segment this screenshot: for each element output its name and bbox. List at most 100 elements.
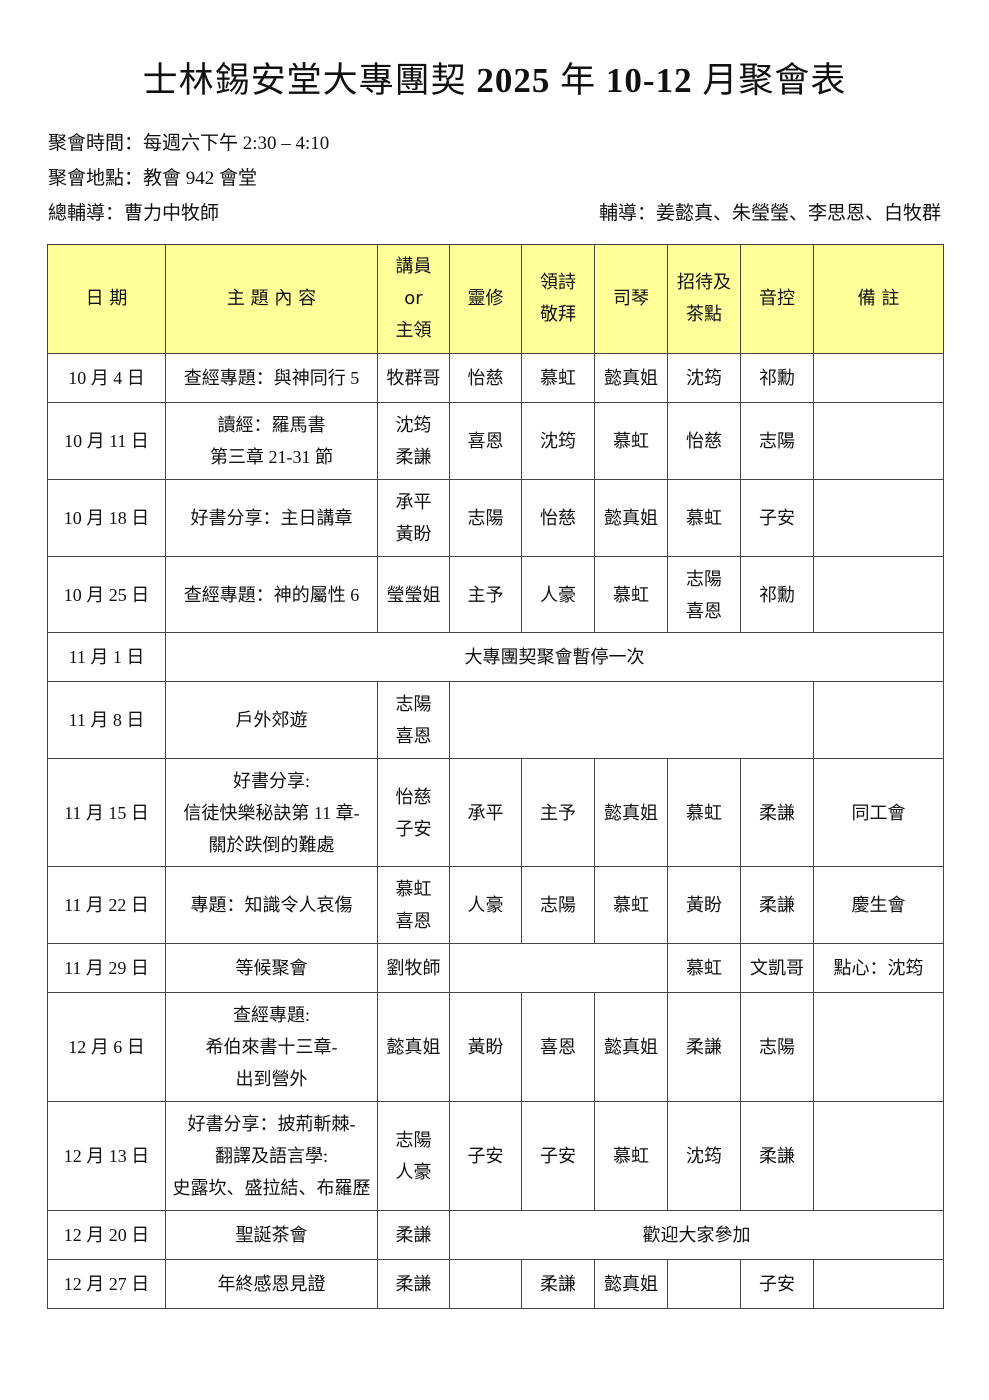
date-cell: 12 月 20 日 [47, 1210, 166, 1260]
table-cell: 志陽 [740, 992, 814, 1102]
topic-cell: 好書分享: 信徒快樂秘訣第 11 章- 關於跌倒的難處 [165, 758, 378, 867]
date-cell: 11 月 29 日 [47, 943, 166, 993]
schedule-table: 日 期主 題 內 容講員 or 主領 靈修 領詩 敬拜 司琴 招待及 茶點 音控備 註 10… [47, 244, 944, 1309]
table-cell: 懿真姐 [594, 1259, 668, 1309]
column-header: 音控 [740, 244, 814, 354]
table-cell: 柔謙 [667, 992, 741, 1102]
topic-cell: 查經專題：神的屬性 6 [165, 556, 378, 633]
date-cell: 12 月 6 日 [47, 992, 166, 1102]
column-header: 靈修 [449, 244, 522, 354]
table-cell: 沈筠 [521, 402, 595, 480]
table-cell: 沈筠 [667, 353, 741, 403]
table-row: 11 月 1 日大專團契聚會暫停一次 [47, 632, 944, 682]
meeting-place: 聚會地點：教會 942 會堂 [48, 168, 258, 189]
table-cell: 喜恩 [449, 402, 522, 480]
table-cell: 慕虹 [667, 758, 741, 867]
table-cell [667, 1259, 741, 1309]
column-header: 講員 or 主領 [377, 244, 450, 354]
table-cell: 柔謙 [377, 1259, 450, 1309]
table-cell [813, 1259, 944, 1309]
table-row: 10 月 18 日好書分享：主日講章 承平 黃盼 志陽 怡慈 懿真姐 慕虹 子安 [47, 479, 944, 557]
page-title: 士林錫安堂大專團契 2025 年 10-12 月聚會表 [0, 52, 989, 103]
table-cell: 志陽 [521, 866, 595, 944]
topic-cell: 等候聚會 [165, 943, 378, 993]
table-row: 11 月 29 日等候聚會 劉牧師 慕虹 文凱哥 點心：沈筠 [47, 943, 944, 993]
table-row: 10 月 25 日查經專題：神的屬性 6 瑩瑩姐 主予 人豪 慕虹 志陽 喜恩 祁勳 [47, 556, 944, 633]
table-cell: 志陽 喜恩 [667, 556, 741, 633]
table-cell: 懿真姐 [594, 992, 668, 1102]
general-advisor: 總輔導：曹力中牧師 [48, 203, 220, 224]
column-header: 主 題 內 容 [165, 244, 378, 354]
table-row: 12 月 13 日好書分享：披荊斬棘- 翻譯及語言學: 史露坎、盛拉結、布羅歷志… [47, 1101, 944, 1211]
table-cell: 黃盼 [667, 866, 741, 944]
meeting-time: 聚會時間：每週六下午 2:30 – 4:10 [48, 133, 330, 154]
column-header: 備 註 [813, 244, 944, 354]
table-cell: 慕虹 [594, 866, 668, 944]
table-cell: 柔謙 [740, 1101, 814, 1211]
table-cell [813, 681, 944, 759]
table-cell: 志陽 [449, 479, 522, 557]
table-cell: 志陽 [740, 402, 814, 480]
table-cell [449, 681, 814, 759]
table-cell: 子安 [740, 479, 814, 557]
table-cell: 點心：沈筠 [813, 943, 944, 993]
table-cell: 怡慈 [667, 402, 741, 480]
date-cell: 11 月 15 日 [47, 758, 166, 867]
table-row: 10 月 4 日查經專題：與神同行 5 牧群哥 怡慈 慕虹 懿真姐 沈筠 祁勳 [47, 353, 944, 403]
title-text: 月聚會表 [692, 61, 847, 100]
table-cell: 牧群哥 [377, 353, 450, 403]
table-cell: 文凱哥 [740, 943, 814, 993]
table-row: 12 月 20 日聖誕茶會 柔謙 歡迎大家參加 [47, 1210, 944, 1260]
topic-cell: 讀經：羅馬書 第三章 21-31 節 [165, 402, 378, 480]
table-cell: 怡慈 [449, 353, 522, 403]
topic-cell: 戶外郊遊 [165, 681, 378, 759]
topic-cell: 年終感恩見證 [165, 1259, 378, 1309]
table-cell: 慕虹 [594, 556, 668, 633]
table-cell: 同工會 [813, 758, 944, 867]
table-cell: 志陽 人豪 [377, 1101, 450, 1211]
date-cell: 11 月 1 日 [47, 632, 166, 682]
date-cell: 10 月 25 日 [47, 556, 166, 633]
table-cell [813, 1101, 944, 1211]
table-cell: 歡迎大家參加 [449, 1210, 944, 1260]
table-cell: 慕虹 [667, 479, 741, 557]
table-cell: 懿真姐 [594, 758, 668, 867]
table-cell: 劉牧師 [377, 943, 450, 993]
table-cell: 承平 黃盼 [377, 479, 450, 557]
table-cell: 慶生會 [813, 866, 944, 944]
table-cell: 沈筠 柔謙 [377, 402, 450, 480]
table-cell: 承平 [449, 758, 522, 867]
topic-cell: 查經專題: 希伯來書十三章- 出到營外 [165, 992, 378, 1102]
table-row: 11 月 22 日專題：知識令人哀傷 慕虹 喜恩 人豪 志陽 慕虹 黃盼 柔謙 慶生會 [47, 866, 944, 944]
table-cell: 慕虹 [594, 402, 668, 480]
table-cell: 志陽 喜恩 [377, 681, 450, 759]
table-cell: 怡慈 [521, 479, 595, 557]
table-cell: 慕虹 [667, 943, 741, 993]
table-cell: 子安 [740, 1259, 814, 1309]
table-cell: 慕虹 [521, 353, 595, 403]
table-cell: 慕虹 [594, 1101, 668, 1211]
table-cell: 人豪 [521, 556, 595, 633]
table-cell: 主予 [521, 758, 595, 867]
table-header-row: 日 期主 題 內 容講員 or 主領 靈修 領詩 敬拜 司琴 招待及 茶點 音控備 註 [47, 244, 944, 354]
table-cell: 柔謙 [377, 1210, 450, 1260]
date-cell: 10 月 18 日 [47, 479, 166, 557]
table-cell [813, 353, 944, 403]
table-cell: 懿真姐 [594, 479, 668, 557]
table-cell: 慕虹 喜恩 [377, 866, 450, 944]
column-header: 領詩 敬拜 [521, 244, 595, 354]
topic-cell: 聖誕茶會 [165, 1210, 378, 1260]
date-cell: 10 月 4 日 [47, 353, 166, 403]
table-cell [813, 992, 944, 1102]
topic-cell: 查經專題：與神同行 5 [165, 353, 378, 403]
table-cell: 瑩瑩姐 [377, 556, 450, 633]
table-cell: 人豪 [449, 866, 522, 944]
topic-cell: 專題：知識令人哀傷 [165, 866, 378, 944]
title-text: 年 [550, 61, 606, 100]
table-cell: 懿真姐 [594, 353, 668, 403]
column-header: 招待及 茶點 [667, 244, 741, 354]
table-cell [813, 479, 944, 557]
table-cell [449, 1259, 522, 1309]
column-header: 日 期 [47, 244, 166, 354]
date-cell: 11 月 22 日 [47, 866, 166, 944]
